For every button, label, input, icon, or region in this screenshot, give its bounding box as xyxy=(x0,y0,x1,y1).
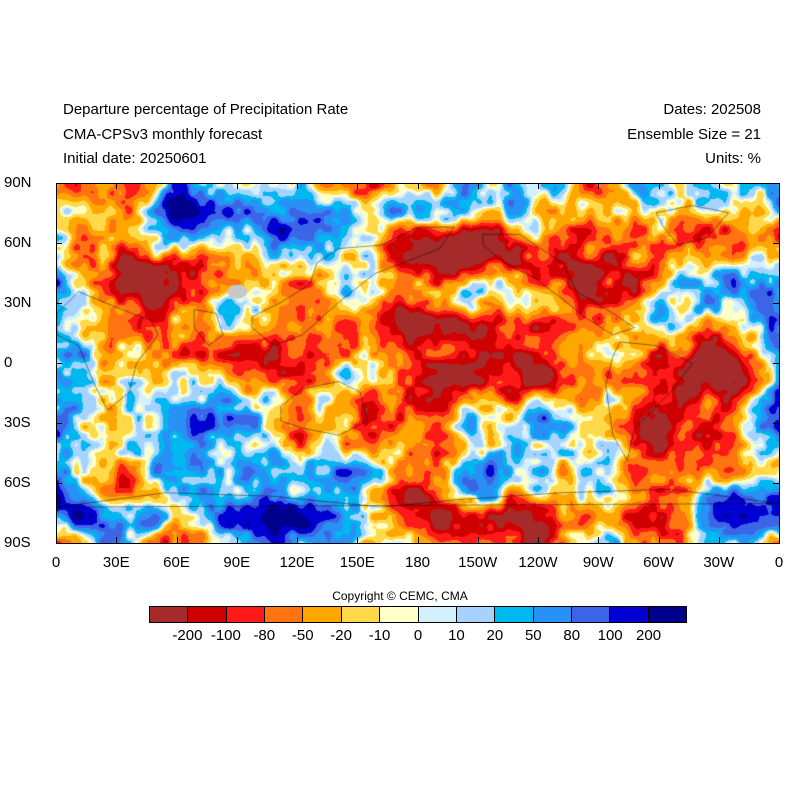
colorbar xyxy=(149,606,687,623)
colorbar-label: -50 xyxy=(291,627,314,644)
colorbar-swatch xyxy=(610,607,649,622)
colorbar-label: -80 xyxy=(253,627,276,644)
colorbar-swatch xyxy=(418,607,457,622)
colorbar-label: 20 xyxy=(486,627,504,644)
colorbar-swatch xyxy=(303,607,342,622)
colorbar-label: -10 xyxy=(368,627,391,644)
colorbar-swatch xyxy=(188,607,227,622)
axis-tick xyxy=(177,183,178,189)
axis-tick xyxy=(773,363,779,364)
dates-label: Dates: 202508 xyxy=(663,101,761,118)
lat-tick-label: 60S xyxy=(4,474,31,491)
axis-tick xyxy=(719,183,720,189)
lon-tick-label: 150E xyxy=(339,554,375,571)
lon-tick-label: 30E xyxy=(102,554,130,571)
axis-tick xyxy=(357,183,358,189)
colorbar-swatch xyxy=(380,607,419,622)
colorbar-label: 200 xyxy=(636,627,662,644)
axis-tick xyxy=(719,537,720,543)
axis-tick xyxy=(659,183,660,189)
lon-tick-label: 120E xyxy=(279,554,315,571)
colorbar-label: 100 xyxy=(597,627,623,644)
lat-tick-label: 30S xyxy=(4,414,31,431)
lat-tick-label: 60N xyxy=(4,234,32,251)
colorbar-label: 10 xyxy=(448,627,465,644)
axis-tick xyxy=(773,423,779,424)
lon-tick-label: 90W xyxy=(582,554,614,571)
colorbar-swatch xyxy=(456,607,496,622)
colorbar-swatch xyxy=(533,607,572,622)
colorbar-label: 50 xyxy=(524,627,542,644)
colorbar-swatch xyxy=(571,607,611,622)
axis-tick xyxy=(177,537,178,543)
axis-tick xyxy=(773,243,779,244)
axis-tick xyxy=(116,183,117,189)
colorbar-label: -200 xyxy=(172,627,203,644)
axis-tick xyxy=(56,303,62,304)
axis-tick xyxy=(418,183,419,189)
axis-tick xyxy=(56,483,62,484)
model-label: CMA-CPSv3 monthly forecast xyxy=(63,126,263,143)
axis-tick xyxy=(56,243,62,244)
initial-date-label: Initial date: 20250601 xyxy=(63,150,207,167)
lon-tick-label: 120W xyxy=(518,554,558,571)
axis-tick xyxy=(659,537,660,543)
lon-tick-label: 150W xyxy=(458,554,498,571)
colorbar-label: -20 xyxy=(330,627,352,644)
colorbar-swatch xyxy=(648,607,687,622)
colorbar-swatch xyxy=(495,607,534,622)
axis-tick xyxy=(538,537,539,543)
axis-tick xyxy=(773,303,779,304)
map-title: Departure percentage of Precipitation Ra… xyxy=(63,101,349,118)
axis-tick xyxy=(478,537,479,543)
axis-tick xyxy=(297,537,298,543)
axis-tick xyxy=(297,183,298,189)
lon-tick-label: 60W xyxy=(643,554,674,571)
lat-tick-label: 30N xyxy=(4,294,32,311)
units-label: Units: % xyxy=(705,150,761,167)
lat-tick-label: 90S xyxy=(4,534,31,551)
colorbar-swatch xyxy=(265,607,304,622)
axis-tick xyxy=(116,537,117,543)
lon-tick-label: 30W xyxy=(703,554,735,571)
lon-tick-label: 90E xyxy=(223,554,251,571)
lat-tick-label: 90N xyxy=(4,174,32,191)
lon-tick-label: 0 xyxy=(774,554,784,571)
lon-tick-label: 0 xyxy=(51,554,61,571)
copyright-notice: Copyright © CEMC, CMA xyxy=(332,589,468,603)
axis-tick xyxy=(418,537,419,543)
axis-tick xyxy=(478,183,479,189)
colorbar-swatch xyxy=(150,607,189,622)
precipitation-anomaly-map xyxy=(56,183,780,544)
axis-tick xyxy=(237,183,238,189)
axis-tick xyxy=(773,483,779,484)
axis-tick xyxy=(56,423,62,424)
axis-tick xyxy=(598,537,599,543)
axis-tick xyxy=(237,537,238,543)
axis-tick xyxy=(357,537,358,543)
lon-tick-label: 180 xyxy=(404,554,431,571)
axis-tick xyxy=(56,363,62,364)
colorbar-label: -100 xyxy=(210,627,241,644)
anomaly-field-canvas xyxy=(57,184,779,543)
lon-tick-label: 60E xyxy=(163,554,190,571)
axis-tick xyxy=(538,183,539,189)
colorbar-label: 0 xyxy=(413,627,423,644)
colorbar-swatch xyxy=(226,607,266,622)
ensemble-size-label: Ensemble Size = 21 xyxy=(627,126,761,143)
colorbar-swatch xyxy=(341,607,381,622)
lat-tick-label: 0 xyxy=(4,354,13,371)
axis-tick xyxy=(598,183,599,189)
colorbar-label: 80 xyxy=(563,627,581,644)
